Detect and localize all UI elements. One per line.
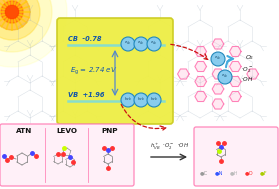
Circle shape — [0, 0, 30, 30]
Text: ●C: ●C — [200, 170, 208, 175]
Polygon shape — [195, 46, 206, 57]
Text: $e_{cb}$: $e_{cb}$ — [214, 54, 222, 62]
Text: $\cdot OH$: $\cdot OH$ — [241, 75, 254, 83]
Polygon shape — [230, 77, 241, 87]
Polygon shape — [195, 61, 206, 71]
Polygon shape — [212, 99, 224, 109]
Text: $h_{vb}$: $h_{vb}$ — [137, 95, 145, 103]
Text: ●F: ●F — [260, 170, 268, 175]
Polygon shape — [195, 91, 206, 101]
Text: PNP: PNP — [102, 128, 118, 134]
Polygon shape — [212, 54, 224, 64]
Text: $e_{cb}$: $e_{cb}$ — [150, 39, 158, 47]
Text: $e_{cb}$: $e_{cb}$ — [137, 39, 145, 47]
Text: $e_{cb}$: $e_{cb}$ — [221, 72, 229, 80]
Polygon shape — [212, 69, 224, 79]
Circle shape — [147, 93, 161, 107]
Circle shape — [211, 52, 225, 66]
Text: ATN: ATN — [16, 128, 32, 134]
Text: LEVO: LEVO — [57, 128, 78, 134]
Text: ●N: ●N — [215, 170, 223, 175]
Circle shape — [121, 37, 135, 51]
Circle shape — [1, 1, 23, 23]
Circle shape — [134, 93, 148, 107]
Polygon shape — [212, 39, 224, 49]
FancyBboxPatch shape — [194, 127, 278, 186]
Polygon shape — [177, 69, 189, 79]
Circle shape — [0, 0, 40, 40]
FancyBboxPatch shape — [0, 124, 134, 186]
Circle shape — [0, 0, 67, 67]
Polygon shape — [195, 77, 206, 87]
Text: ●H: ●H — [230, 170, 239, 175]
Circle shape — [121, 93, 135, 107]
Text: $E_{\rm g}$ = 2.74 eV: $E_{\rm g}$ = 2.74 eV — [70, 66, 117, 77]
Text: $O_2$: $O_2$ — [245, 53, 254, 62]
Text: VB  +1.96: VB +1.96 — [68, 92, 105, 98]
Text: $h_{vb}$: $h_{vb}$ — [150, 95, 158, 103]
Circle shape — [147, 37, 161, 51]
Text: $h_{vb}$: $h_{vb}$ — [124, 95, 132, 103]
Polygon shape — [230, 91, 241, 101]
Circle shape — [5, 5, 19, 19]
Polygon shape — [247, 69, 258, 79]
Polygon shape — [230, 61, 241, 71]
Text: $\cdot O_2^-$: $\cdot O_2^-$ — [241, 65, 254, 75]
Text: $e_{cb}$: $e_{cb}$ — [124, 39, 132, 47]
FancyBboxPatch shape — [57, 18, 173, 124]
Text: ●O: ●O — [245, 170, 254, 175]
Text: CB  -0.78: CB -0.78 — [68, 36, 102, 42]
Text: $h_{VB}^+$  $\cdot O_2^-$  $\cdot OH$: $h_{VB}^+$ $\cdot O_2^-$ $\cdot OH$ — [150, 142, 189, 153]
Polygon shape — [230, 46, 241, 57]
Polygon shape — [212, 84, 224, 94]
Circle shape — [134, 37, 148, 51]
Circle shape — [0, 0, 52, 52]
Circle shape — [218, 70, 232, 84]
